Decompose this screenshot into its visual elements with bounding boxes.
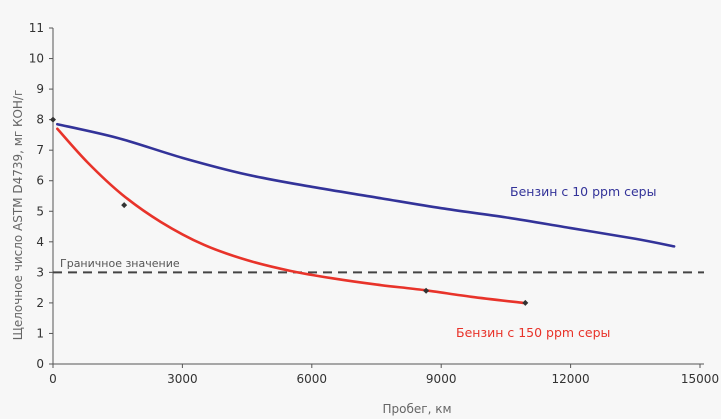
axes-layer: 0 1 2 3 4 5 6 7 8 9 10 11 0 3000 6000 9000 12000 15000 <box>29 21 719 386</box>
x-axis-title: Пробег, км <box>383 402 452 416</box>
y-tick-label: 6 <box>36 174 44 188</box>
y-tick-label: 11 <box>29 21 44 35</box>
threshold-label: Граничное значение <box>60 257 180 270</box>
y-tick-label: 0 <box>36 357 44 371</box>
data-point-marker <box>522 299 529 306</box>
y-tick-label: 5 <box>36 204 44 218</box>
x-tick-label: 3000 <box>167 372 198 386</box>
series-line-1 <box>56 127 525 305</box>
data-point-marker <box>423 287 430 294</box>
y-tick-label: 8 <box>36 113 44 127</box>
y-tick-label: 2 <box>36 296 44 310</box>
series-layer <box>56 122 676 305</box>
x-tick-label: 9000 <box>426 372 457 386</box>
y-tick-label: 4 <box>36 235 44 249</box>
series-label-10ppm: Бензин с 10 ppm серы <box>510 184 656 199</box>
y-axis-title: Щелочное число ASTM D4739, мг КОН/г <box>11 90 25 341</box>
x-tick-label: 6000 <box>297 372 328 386</box>
y-tick-label: 7 <box>36 143 44 157</box>
text-layer: Щелочное число ASTM D4739, мг КОН/г Проб… <box>11 90 656 416</box>
y-tick-label: 10 <box>29 52 44 66</box>
series-line-0 <box>56 122 676 248</box>
points-layer <box>50 116 529 306</box>
x-tick-label: 12000 <box>552 372 590 386</box>
data-point-marker <box>121 202 128 209</box>
y-tick-label: 3 <box>36 265 44 279</box>
data-point-marker <box>50 116 56 123</box>
x-tick-label: 0 <box>49 372 57 386</box>
x-tick-label: 15000 <box>681 372 719 386</box>
series-label-150ppm: Бензин с 150 ppm серы <box>456 325 610 340</box>
y-tick-label: 9 <box>36 82 44 96</box>
y-tick-label: 1 <box>36 326 44 340</box>
